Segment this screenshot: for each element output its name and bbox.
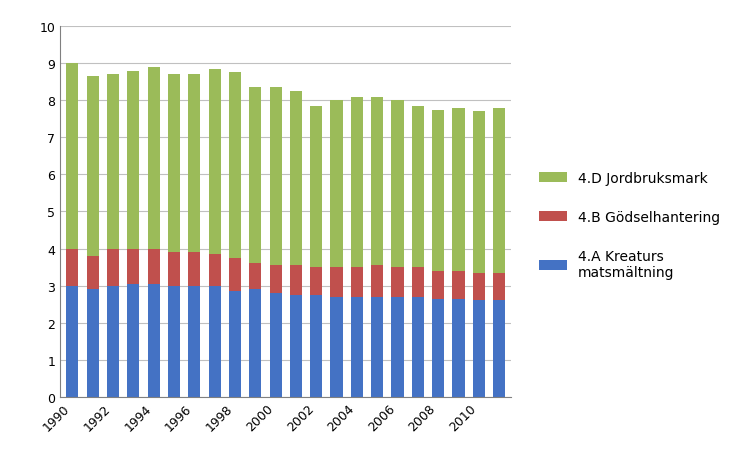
Bar xyxy=(127,71,139,249)
Bar xyxy=(473,301,485,397)
Bar xyxy=(330,297,343,397)
Bar xyxy=(86,256,99,290)
Bar xyxy=(412,267,424,297)
Bar xyxy=(473,273,485,301)
Bar xyxy=(66,249,78,286)
Bar xyxy=(208,254,221,286)
Bar xyxy=(86,77,99,256)
Bar xyxy=(107,75,119,249)
Bar xyxy=(412,297,424,397)
Bar xyxy=(249,264,262,290)
Bar xyxy=(147,249,159,284)
Bar xyxy=(188,286,200,397)
Bar xyxy=(310,295,323,397)
Bar xyxy=(432,299,444,397)
Bar xyxy=(493,273,505,301)
Bar xyxy=(127,284,139,397)
Bar xyxy=(66,286,78,397)
Bar xyxy=(168,286,180,397)
Bar xyxy=(432,271,444,299)
Bar xyxy=(350,97,363,267)
Bar xyxy=(330,267,343,297)
Bar xyxy=(269,88,282,266)
Bar xyxy=(290,295,302,397)
Bar xyxy=(168,75,180,253)
Legend: 4.D Jordbruksmark, 4.B Gödselhantering, 4.A Kreaturs
matsmältning: 4.D Jordbruksmark, 4.B Gödselhantering, … xyxy=(533,166,726,285)
Bar xyxy=(229,291,241,397)
Bar xyxy=(249,290,262,397)
Bar xyxy=(392,267,404,297)
Bar xyxy=(290,266,302,295)
Bar xyxy=(86,290,99,397)
Bar xyxy=(127,249,139,284)
Bar xyxy=(310,267,323,295)
Bar xyxy=(229,258,241,291)
Bar xyxy=(493,108,505,273)
Bar xyxy=(188,253,200,286)
Bar xyxy=(208,69,221,254)
Bar xyxy=(392,101,404,267)
Bar xyxy=(208,286,221,397)
Bar xyxy=(269,293,282,397)
Bar xyxy=(371,97,384,266)
Bar xyxy=(350,267,363,297)
Bar xyxy=(493,301,505,397)
Bar xyxy=(432,110,444,271)
Bar xyxy=(310,106,323,267)
Bar xyxy=(269,266,282,293)
Bar xyxy=(412,106,424,267)
Bar xyxy=(229,73,241,258)
Bar xyxy=(453,271,465,299)
Bar xyxy=(147,68,159,249)
Bar xyxy=(453,108,465,271)
Bar xyxy=(290,92,302,266)
Bar xyxy=(473,112,485,273)
Bar xyxy=(107,249,119,286)
Bar xyxy=(147,284,159,397)
Bar xyxy=(371,297,384,397)
Bar xyxy=(330,101,343,267)
Bar xyxy=(453,299,465,397)
Bar xyxy=(107,286,119,397)
Bar xyxy=(66,64,78,249)
Bar xyxy=(188,75,200,253)
Bar xyxy=(392,297,404,397)
Bar xyxy=(350,297,363,397)
Bar xyxy=(168,253,180,286)
Bar xyxy=(371,266,384,297)
Bar xyxy=(249,88,262,264)
